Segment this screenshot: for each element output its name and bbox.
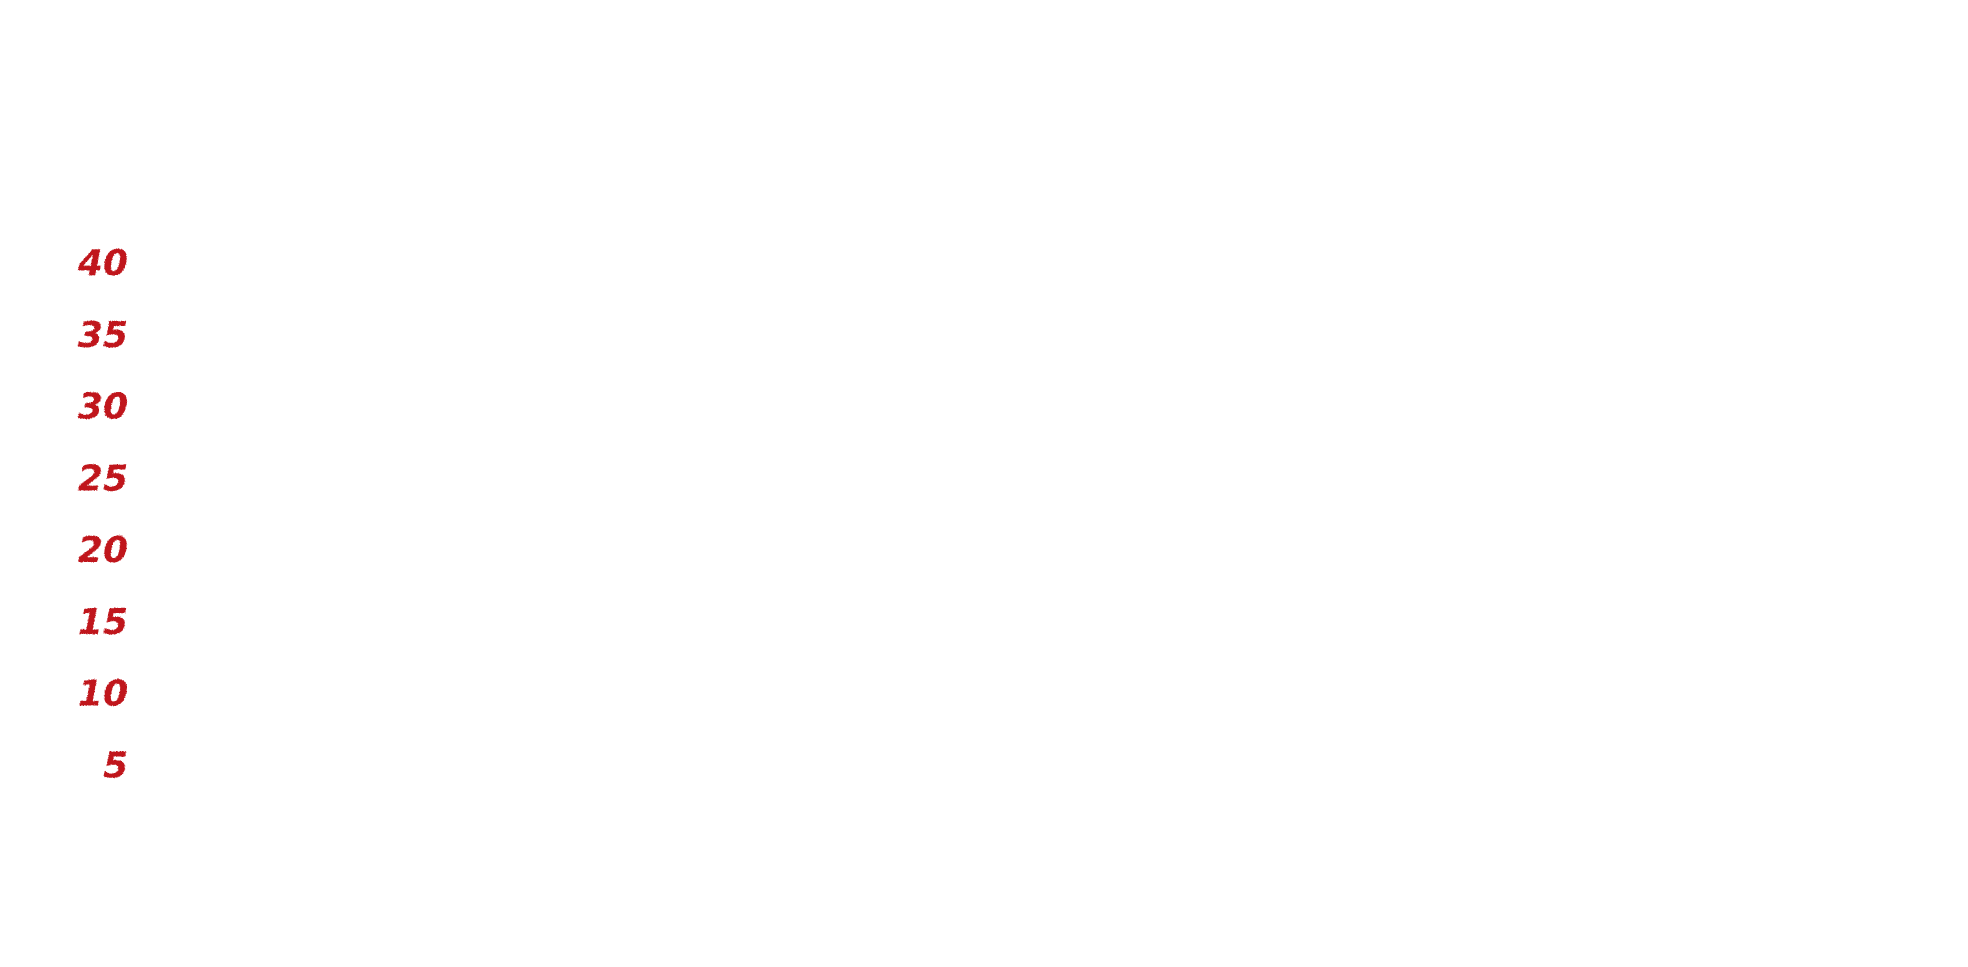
axes <box>143 250 1637 840</box>
y-tick-label: 20 <box>78 530 128 571</box>
y-tick-label: 30 <box>78 387 128 428</box>
y-tick-label: 40 <box>77 243 128 284</box>
y-tick-label: 5 <box>103 745 128 786</box>
y-tick-label: 35 <box>78 315 128 356</box>
y-tick-label: 15 <box>78 602 128 643</box>
y-tick-label: 10 <box>78 674 128 715</box>
chart-frame <box>134 67 1908 843</box>
bars <box>251 315 1591 837</box>
y-tick-labels: 5 10 15 20 25 30 35 40 <box>77 243 128 786</box>
y-tick-label: 25 <box>78 458 128 499</box>
